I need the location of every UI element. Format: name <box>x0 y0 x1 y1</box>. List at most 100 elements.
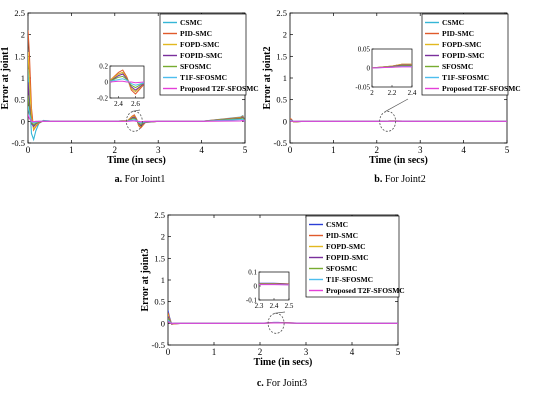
legend-entry: CSMC <box>326 220 348 229</box>
legend-entry: T1F-SFOSMC <box>326 275 373 284</box>
series-group <box>168 310 398 325</box>
x-tick-label: 4 <box>350 347 355 357</box>
panel-caption-text: For Joint1 <box>122 174 165 185</box>
inset-y-tick-label: -0.1 <box>246 297 258 305</box>
x-tick-label: 1 <box>212 347 217 357</box>
zoom-connector-line <box>274 311 286 314</box>
x-tick-label: 4 <box>461 145 466 155</box>
inset-x-tick-label: 2.4 <box>408 89 417 97</box>
panel-caption-letter: a. <box>115 174 123 185</box>
legend-entry: PID-SMC <box>442 29 474 38</box>
y-tick-label: 0 <box>21 116 25 126</box>
series-line-proposed-t2f-sfosmc <box>168 321 398 324</box>
inset-series-line-fopd-smc <box>110 71 144 93</box>
x-tick-label: 5 <box>243 145 248 155</box>
inset-series-line-proposed-t2f-sfosmc <box>110 80 144 84</box>
legend-entry: SFOSMC <box>326 264 357 273</box>
zoom-inset: 0.05 0 -0.052 2.2 2.4 <box>355 46 417 98</box>
y-tick-label: 2 <box>283 30 287 40</box>
y-tick-label: 2 <box>161 232 165 242</box>
x-tick-label: 0 <box>26 145 31 155</box>
y-tick-label: 0.5 <box>154 297 165 307</box>
y-tick-label: 1.5 <box>14 51 25 61</box>
x-tick-label: 3 <box>156 145 161 155</box>
y-tick-label: 2.5 <box>154 210 165 220</box>
inset-x-tick-label: 2.5 <box>285 302 294 310</box>
legend-entry: FOPD-SMC <box>326 242 366 251</box>
x-tick-label: 1 <box>69 145 74 155</box>
x-tick-label: 1 <box>331 145 336 155</box>
x-tick-label: 2 <box>375 145 380 155</box>
inset-x-tick-label: 2 <box>370 89 374 97</box>
y-tick-label: 1.5 <box>154 253 165 263</box>
panel-caption-letter: b. <box>374 174 383 185</box>
legend-box <box>305 215 400 298</box>
y-tick-label: -0.5 <box>12 138 25 148</box>
series-line-proposed-t2f-sfosmc <box>28 114 245 123</box>
inset-series-line-pid-smc <box>110 69 144 95</box>
legend: CSMC PID-SMC FOPD-SMC FOPID-SMC SFOSMC T1F-SF… <box>305 215 405 298</box>
x-tick-label: 3 <box>304 347 309 357</box>
zoom-connector-line <box>132 109 141 112</box>
legend-entry: FOPID-SMC <box>442 51 485 60</box>
inset-x-tick-label: 2.6 <box>131 100 140 108</box>
y-tick-label: 0.5 <box>14 95 25 105</box>
y-tick-label: 0 <box>161 318 165 328</box>
inset-series-group <box>110 69 144 95</box>
x-axis-label: Time (in secs) <box>254 357 313 368</box>
panel-caption: c. For Joint3 <box>257 378 307 389</box>
x-tick-label: 3 <box>418 145 423 155</box>
inset-x-tick-label: 2.2 <box>388 89 397 97</box>
series-group <box>28 30 245 142</box>
zoom-inset: 0.2 0 -0.2 2.4 2.6 <box>97 63 145 108</box>
y-tick-label: 0 <box>283 116 287 126</box>
x-axis-label: Time (in secs) <box>369 155 428 166</box>
y-tick-label: -0.5 <box>152 340 165 350</box>
y-tick-label: 1 <box>21 73 25 83</box>
legend-entry: T1F-SFOSMC <box>442 73 489 82</box>
legend-entry: SFOSMC <box>442 62 473 71</box>
y-tick-label: 2.5 <box>14 8 25 18</box>
legend-entry: Proposed T2F-SFOSMC <box>442 84 521 93</box>
inset-y-tick-label: 0.2 <box>99 63 108 71</box>
panel-caption: a. For Joint1 <box>115 174 166 185</box>
legend-entry: FOPD-SMC <box>180 40 220 49</box>
y-axis-label: Error at joint2 <box>262 47 273 110</box>
legend-entry: SFOSMC <box>180 62 211 71</box>
inset-series-line-sfosmc <box>110 75 144 89</box>
panel-caption-letter: c. <box>257 378 264 389</box>
x-tick-label: 2 <box>258 347 263 357</box>
y-tick-label: 1 <box>283 73 287 83</box>
legend-entry: CSMC <box>442 18 464 27</box>
legend-entry: FOPID-SMC <box>326 253 369 262</box>
inset-y-tick-label: 0.1 <box>248 269 257 277</box>
legend-entry: FOPD-SMC <box>442 40 482 49</box>
y-tick-label: 2 <box>21 30 25 40</box>
inset-y-tick-label: -0.2 <box>97 95 109 103</box>
inset-x-tick-label: 2.4 <box>114 100 123 108</box>
panel-caption: b. For Joint2 <box>374 174 425 185</box>
zoom-region-ellipse <box>379 110 397 132</box>
y-tick-label: 1.5 <box>276 51 287 61</box>
legend-entry: Proposed T2F-SFOSMC <box>180 84 259 93</box>
y-axis-label: Error at joint1 <box>0 47 11 110</box>
legend-entry: FOPID-SMC <box>180 51 223 60</box>
zoom-connector-line <box>385 98 409 112</box>
x-tick-label: 4 <box>199 145 204 155</box>
zoom-inset: 0.1 0 -0.12.3 2.4 2.5 <box>246 269 294 311</box>
x-tick-label: 5 <box>505 145 510 155</box>
inset-series-line-fopid-smc <box>110 73 144 91</box>
legend-entry: T1F-SFOSMC <box>180 73 227 82</box>
x-tick-label: 2 <box>113 145 118 155</box>
inset-y-tick-label: 0 <box>367 65 371 73</box>
y-tick-label: 1 <box>161 275 165 285</box>
legend-box <box>421 13 509 96</box>
panel-caption-text: For Joint3 <box>264 378 307 389</box>
inset-x-tick-label: 2.3 <box>255 302 264 310</box>
inset-y-tick-label: 0.05 <box>358 46 371 54</box>
legend-entry: PID-SMC <box>326 231 358 240</box>
